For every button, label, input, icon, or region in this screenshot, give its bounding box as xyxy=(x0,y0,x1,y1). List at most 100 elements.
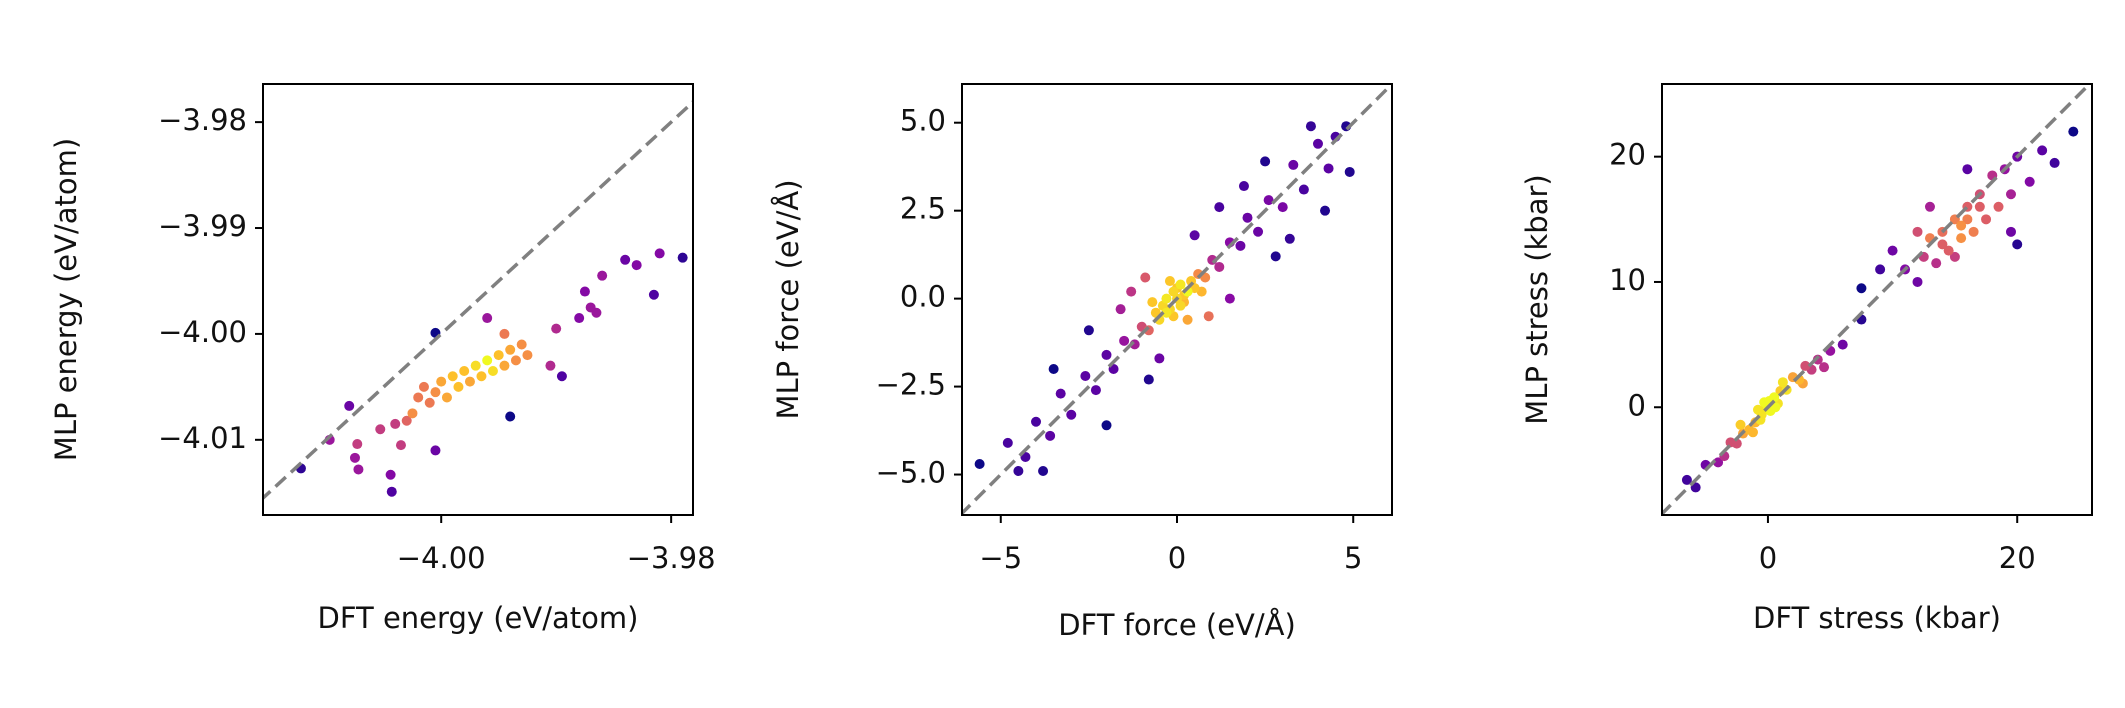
point xyxy=(1224,293,1235,304)
point xyxy=(1238,181,1249,192)
point xyxy=(974,458,985,469)
point xyxy=(482,313,493,324)
y-tick-label: 0 xyxy=(1628,388,1646,422)
y-tick-label: −3.99 xyxy=(158,209,247,243)
point xyxy=(505,344,516,355)
y-tick-label: −4.01 xyxy=(158,421,247,455)
point xyxy=(375,424,386,435)
point xyxy=(1312,138,1323,149)
point xyxy=(579,286,590,297)
point xyxy=(1214,202,1225,213)
point xyxy=(1083,325,1094,336)
x-tick-label: 0 xyxy=(1759,541,1777,575)
point xyxy=(2068,126,2079,137)
point xyxy=(1956,233,1967,244)
point xyxy=(1974,201,1985,212)
point xyxy=(1747,427,1758,438)
point xyxy=(353,464,364,475)
point xyxy=(441,392,452,403)
point xyxy=(677,252,688,263)
point xyxy=(1962,164,1973,175)
point xyxy=(1681,474,1692,485)
point xyxy=(1161,293,1172,304)
point xyxy=(1993,201,2004,212)
point xyxy=(1949,251,1960,262)
point xyxy=(413,392,424,403)
point xyxy=(1931,258,1942,269)
point xyxy=(1080,371,1091,382)
point xyxy=(1288,159,1299,170)
point xyxy=(1253,226,1264,237)
x-axis-label: DFT force (eV/Å) xyxy=(1058,608,1296,642)
point xyxy=(1856,283,1867,294)
x-tick-label: −3.98 xyxy=(627,541,716,575)
point xyxy=(2049,157,2060,168)
point xyxy=(1143,374,1154,385)
point xyxy=(1875,264,1886,275)
panel: −4.00 −3.98 −3.98 −3.99 −4.00 −4.01 DFT energy… xyxy=(49,83,716,635)
axes-frame xyxy=(262,83,694,516)
point xyxy=(1284,233,1295,244)
identity-line xyxy=(263,99,693,501)
point xyxy=(499,360,510,371)
point xyxy=(1819,362,1830,373)
point xyxy=(1013,466,1024,477)
point xyxy=(1887,245,1898,256)
panel: 0 20 0 10 20 DFT stress (kbar) MLP stress (kba… xyxy=(1520,83,2093,635)
y-axis-label: MLP energy (eV/atom) xyxy=(49,138,83,461)
point xyxy=(631,260,642,271)
plot-area xyxy=(962,84,1392,515)
point xyxy=(482,355,493,366)
point xyxy=(1956,220,1967,231)
point xyxy=(1038,466,1049,477)
identity-line xyxy=(1662,84,2092,515)
point xyxy=(1962,214,1973,225)
point xyxy=(1164,276,1175,287)
point xyxy=(1981,214,1992,225)
point xyxy=(2012,239,2023,250)
point xyxy=(1968,226,1979,237)
point xyxy=(1260,156,1271,167)
point xyxy=(401,415,412,426)
point xyxy=(591,307,602,318)
point xyxy=(1837,339,1848,350)
point xyxy=(516,339,527,350)
point xyxy=(390,418,401,429)
point xyxy=(1048,363,1059,374)
point xyxy=(597,270,608,281)
point xyxy=(551,323,562,334)
point xyxy=(1066,409,1077,420)
point xyxy=(1126,286,1137,297)
point xyxy=(2024,176,2035,187)
point xyxy=(1182,314,1193,325)
point xyxy=(1725,437,1736,448)
point xyxy=(1943,245,1954,256)
point xyxy=(1752,404,1763,415)
point xyxy=(1270,251,1281,262)
point xyxy=(1147,297,1158,308)
x-axis-label: DFT stress (kbar) xyxy=(1753,601,2001,635)
plot-area xyxy=(1662,84,2092,515)
point xyxy=(395,440,406,451)
point xyxy=(385,469,396,480)
point xyxy=(1713,457,1724,468)
x-tick-label: −4.00 xyxy=(397,541,486,575)
point xyxy=(1912,276,1923,287)
point xyxy=(1189,230,1200,241)
y-tick-label: −4.00 xyxy=(158,315,247,349)
point xyxy=(418,381,429,392)
y-axis-label: MLP force (eV/Å) xyxy=(771,179,805,419)
y-tick-label: 10 xyxy=(1609,263,1646,297)
point xyxy=(545,360,556,371)
point xyxy=(1090,385,1101,396)
point xyxy=(386,486,397,497)
point xyxy=(1154,353,1165,364)
point xyxy=(1055,388,1066,399)
point xyxy=(344,400,355,411)
point xyxy=(648,289,659,300)
point xyxy=(352,439,363,450)
point xyxy=(1242,212,1253,223)
point xyxy=(1800,360,1811,371)
point xyxy=(487,365,498,376)
point xyxy=(510,355,521,366)
